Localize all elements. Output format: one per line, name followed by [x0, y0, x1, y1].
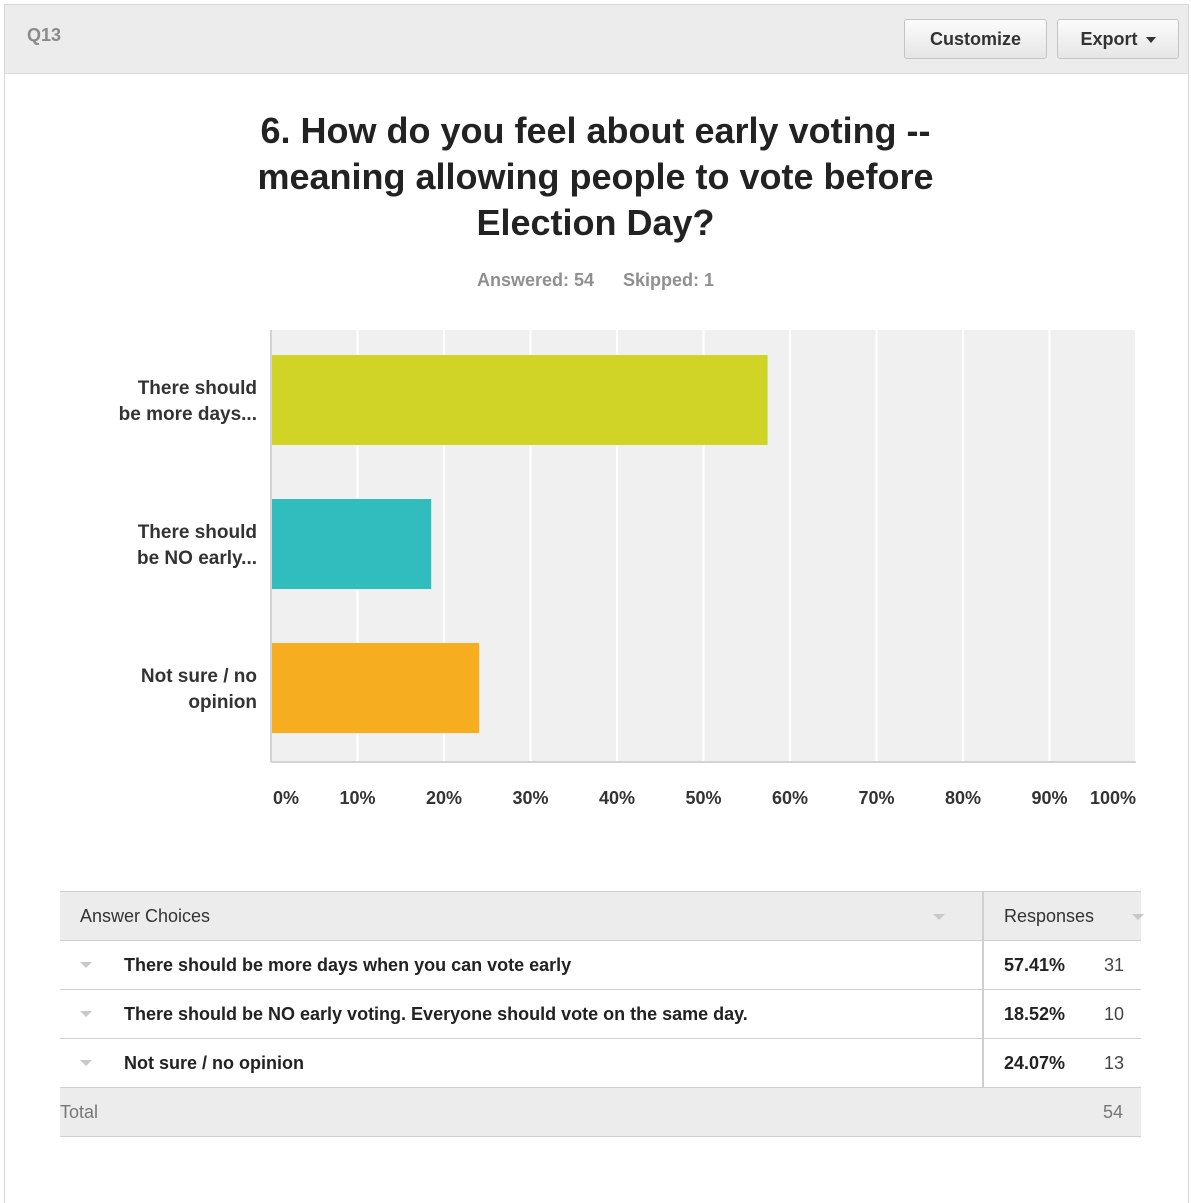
response-count: 13: [1104, 1052, 1125, 1073]
total-row: Total 54: [60, 1087, 1141, 1137]
question-title-line: meaning allowing people to vote before: [257, 156, 934, 197]
choice-cell: There should be more days when you can v…: [60, 940, 983, 990]
category-label: There should: [138, 522, 257, 543]
tick-label: 50%: [685, 788, 721, 808]
tick-label: 20%: [426, 788, 462, 808]
question-title-line: Election Day?: [476, 202, 715, 243]
tick-label: 90%: [1031, 788, 1067, 808]
response-percent: 24.07%: [1004, 1052, 1066, 1073]
response-percent: 57.41%: [1004, 954, 1066, 975]
tick-label: 70%: [858, 788, 894, 808]
export-button[interactable]: Export: [1057, 19, 1179, 59]
choice-text: There should be more days when you can v…: [124, 954, 572, 975]
bar: [272, 643, 480, 733]
total-label: Total: [60, 1087, 983, 1137]
table-row: Not sure / no opinion 24.07% 13: [60, 1038, 1141, 1088]
responses-table: Answer Choices Responses There should be…: [60, 891, 1144, 1137]
choice-text: Not sure / no opinion: [124, 1052, 304, 1073]
bar: [272, 355, 768, 445]
chevron-down-icon: [1145, 37, 1156, 43]
bar: [272, 499, 432, 589]
table-row: There should be NO early voting. Everyon…: [60, 989, 1141, 1039]
panel-header: Q13 Customize Export: [5, 5, 1188, 74]
skipped-count: Skipped: 1: [623, 270, 715, 290]
tick-label: 10%: [339, 788, 375, 808]
category-label: opinion: [188, 692, 257, 713]
answered-count: Answered: 54: [476, 270, 594, 290]
total-count: 54: [1103, 1101, 1124, 1122]
choice-cell: There should be NO early voting. Everyon…: [60, 989, 983, 1039]
bar-chart: There should be more days... There should b…: [119, 330, 1137, 808]
answer-choices-header-label: Answer Choices: [80, 905, 211, 926]
tick-label: 100%: [1090, 788, 1136, 808]
category-label: be NO early...: [137, 548, 257, 569]
tick-label: 60%: [772, 788, 808, 808]
tick-label: 0%: [273, 788, 299, 808]
expand-icon[interactable]: [80, 962, 92, 969]
response-count: 31: [1104, 954, 1125, 975]
question-title-line: 6. How do you feel about early voting --: [260, 110, 931, 151]
response-cell: 24.07% 13: [982, 1038, 1141, 1088]
response-cell: 18.52% 10: [982, 989, 1141, 1039]
response-percent: 18.52%: [1004, 1003, 1066, 1024]
export-label: Export: [1080, 28, 1138, 49]
total-cell: 54: [983, 1087, 1141, 1137]
category-label: Not sure / no: [141, 666, 257, 687]
tick-label: 30%: [512, 788, 548, 808]
question-title: 6. How do you feel about early voting --…: [0, 108, 1191, 246]
category-label: There should: [138, 378, 257, 399]
table-header-row: Answer Choices Responses: [60, 891, 1144, 941]
table-row: There should be more days when you can v…: [60, 940, 1141, 990]
response-stats: Answered: 54 Skipped: 1: [0, 270, 1191, 291]
tick-label: 40%: [599, 788, 635, 808]
expand-icon[interactable]: [80, 1060, 92, 1067]
question-id: Q13: [27, 25, 62, 45]
answer-choices-header[interactable]: Answer Choices: [60, 891, 983, 941]
category-label: be more days...: [119, 404, 257, 425]
response-cell: 57.41% 31: [982, 940, 1141, 990]
expand-icon[interactable]: [80, 1011, 92, 1018]
responses-header-label: Responses: [1004, 905, 1095, 926]
responses-header[interactable]: Responses: [982, 891, 1144, 941]
sort-icon[interactable]: [1132, 914, 1144, 920]
response-count: 10: [1104, 1003, 1125, 1024]
choice-cell: Not sure / no opinion: [60, 1038, 983, 1088]
sort-icon[interactable]: [933, 914, 945, 920]
choice-text: There should be NO early voting. Everyon…: [124, 1003, 748, 1024]
customize-button[interactable]: Customize: [904, 19, 1047, 59]
tick-label: 80%: [945, 788, 981, 808]
